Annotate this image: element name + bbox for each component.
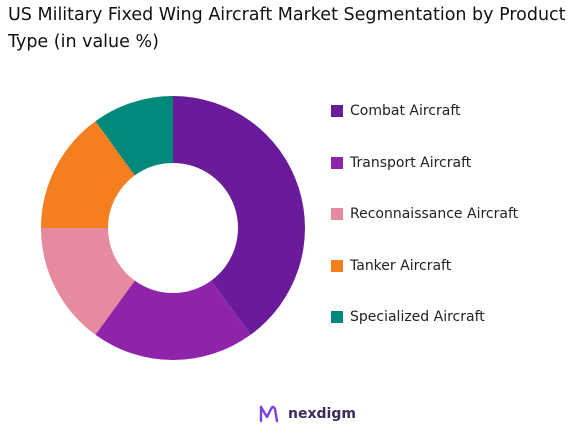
legend-label: Specialized Aircraft bbox=[350, 309, 485, 325]
legend-swatch bbox=[331, 311, 343, 323]
donut-slice-reconnaissance-aircraft bbox=[41, 228, 135, 335]
legend-label: Combat Aircraft bbox=[350, 103, 461, 119]
chart-title: US Military Fixed Wing Aircraft Market S… bbox=[8, 5, 566, 52]
legend-item-tanker-aircraft: Tanker Aircraft bbox=[331, 253, 518, 279]
donut-slice-specialized-aircraft bbox=[95, 96, 173, 176]
legend-swatch bbox=[331, 105, 343, 117]
chart-legend: Combat Aircraft Transport Aircraft Recon… bbox=[331, 98, 518, 356]
legend-item-reconnaissance-aircraft: Reconnaissance Aircraft bbox=[331, 201, 518, 227]
donut-slice-transport-aircraft bbox=[95, 280, 251, 361]
legend-label: Tanker Aircraft bbox=[350, 257, 452, 274]
donut-slice-combat-aircraft bbox=[173, 96, 306, 335]
legend-label: Reconnaissance Aircraft bbox=[350, 206, 519, 222]
legend-item-transport-aircraft: Transport Aircraft bbox=[331, 150, 518, 176]
brand-name: nexdigm bbox=[288, 406, 356, 422]
nexdigm-logo-icon bbox=[259, 405, 279, 423]
brand-logo: nexdigm bbox=[258, 404, 356, 424]
legend-swatch bbox=[331, 259, 343, 272]
legend-item-specialized-aircraft: Specialized Aircraft bbox=[331, 304, 518, 330]
donut-slice-tanker-aircraft bbox=[41, 121, 135, 228]
legend-label: Transport Aircraft bbox=[350, 154, 472, 171]
legend-item-combat-aircraft: Combat Aircraft bbox=[331, 98, 518, 124]
legend-swatch bbox=[331, 156, 343, 169]
legend-swatch bbox=[331, 208, 343, 220]
